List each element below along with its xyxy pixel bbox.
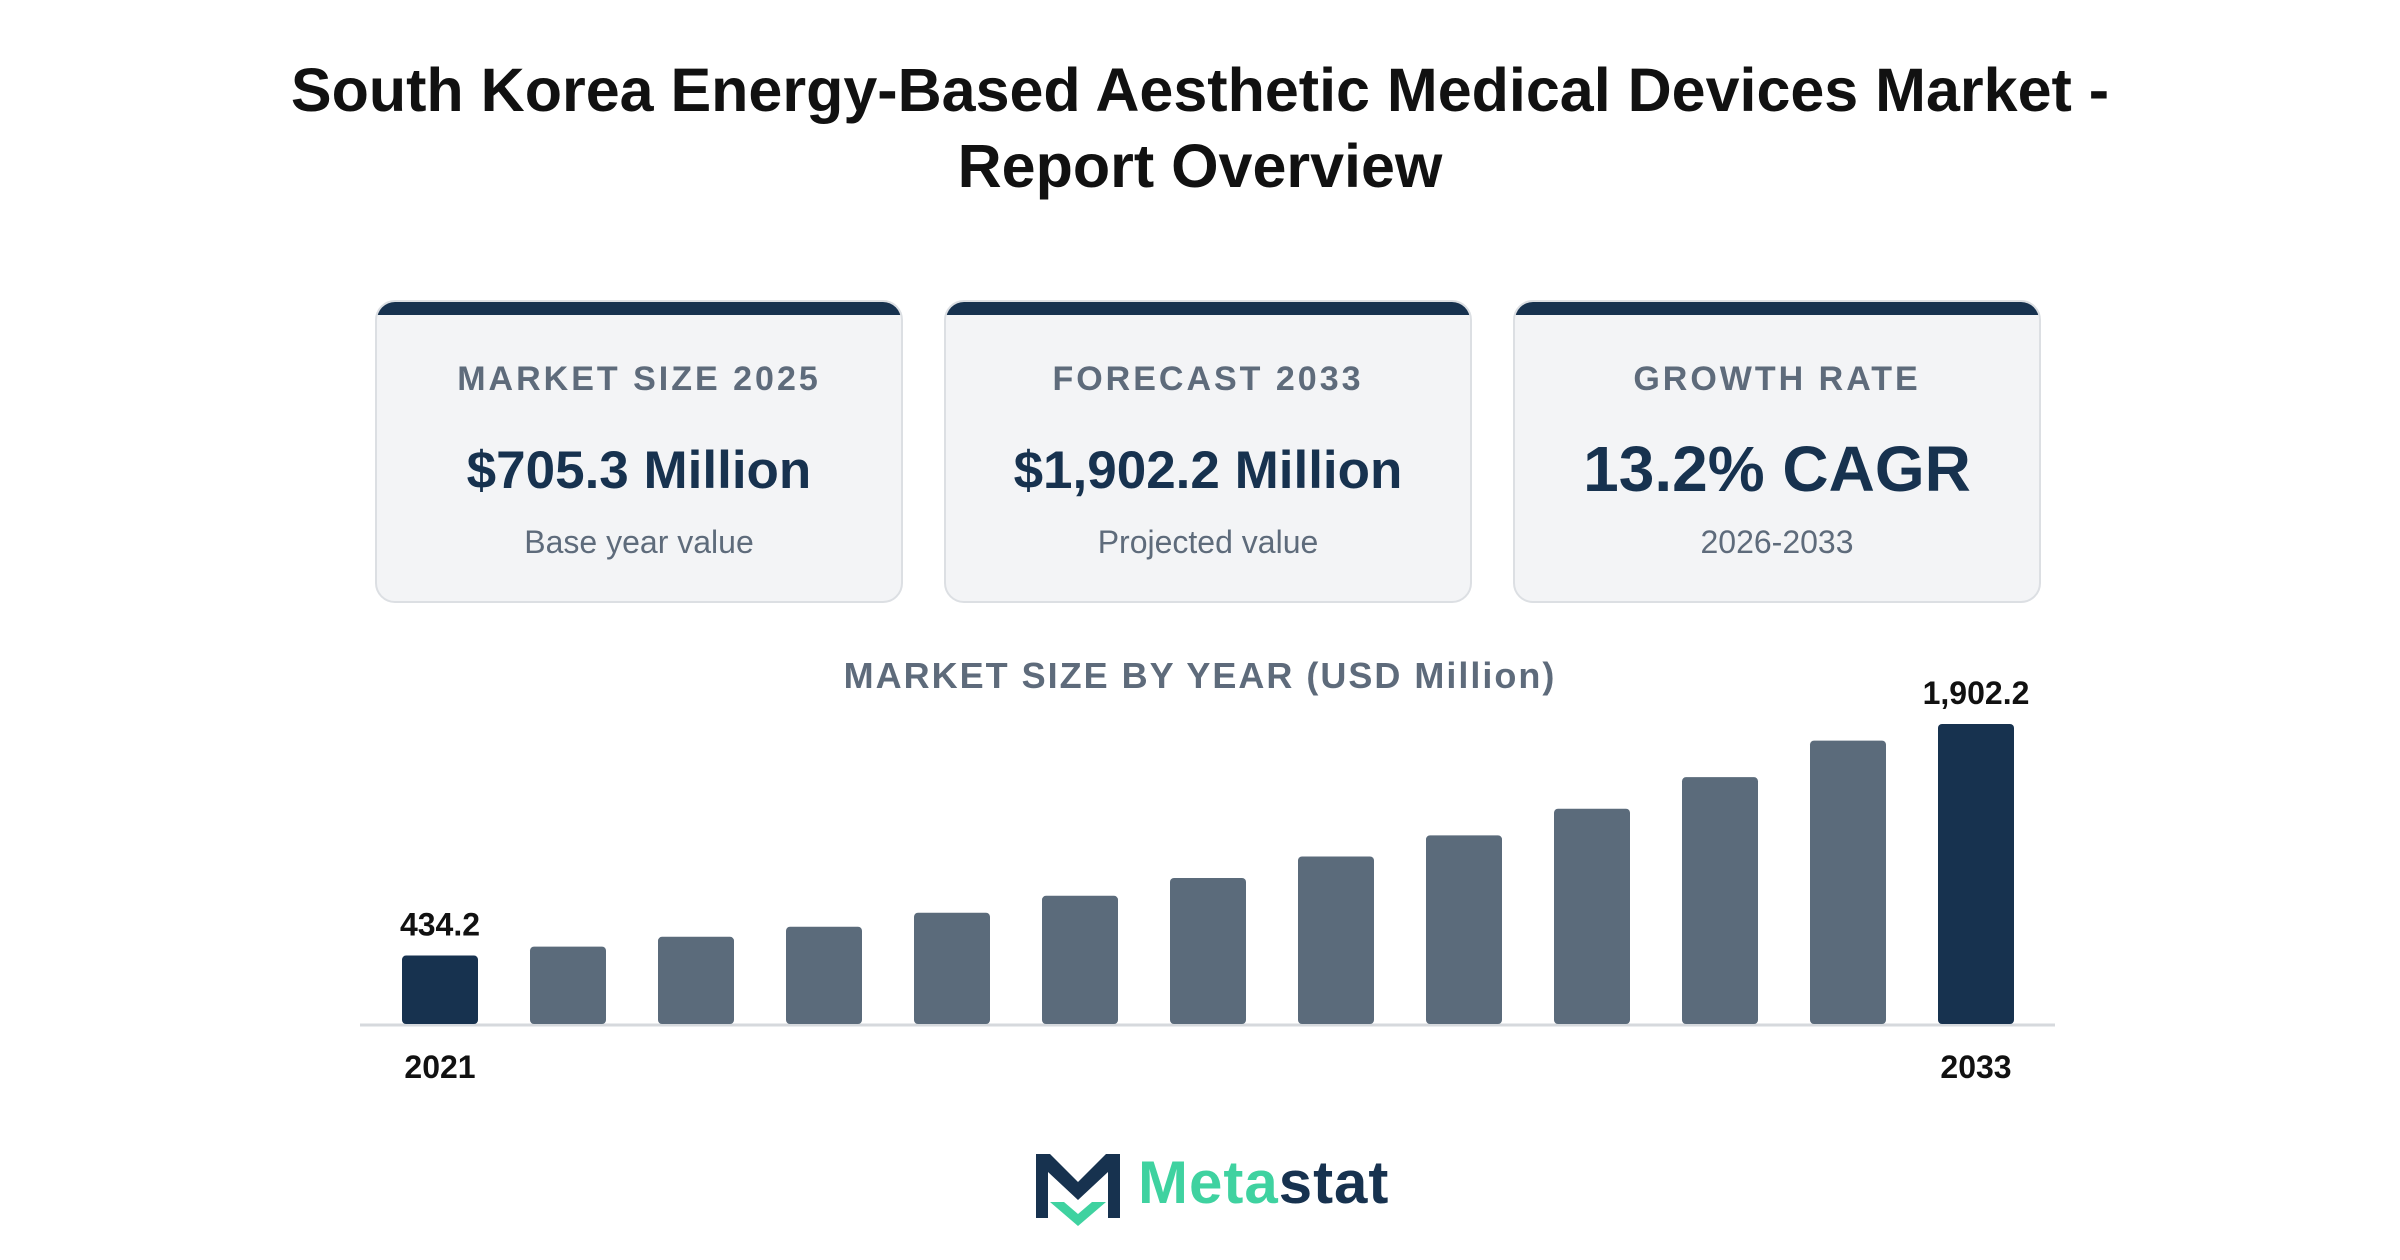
- card-label: MARKET SIZE 2025: [457, 360, 821, 398]
- bar-2033: [1938, 724, 2014, 1024]
- card-market-size: MARKET SIZE 2025 $705.3 Million Base yea…: [375, 300, 903, 603]
- title-line-2: Report Overview: [957, 132, 1443, 200]
- bar-2026: [1042, 895, 1118, 1024]
- value-label-2021: 434.2: [400, 907, 480, 943]
- logo-wordmark: Metastat: [1138, 1148, 1389, 1217]
- logo-word-stat: stat: [1278, 1149, 1390, 1216]
- logo-word-meta: Meta: [1138, 1149, 1279, 1216]
- card-value: 13.2% CAGR: [1583, 433, 1971, 505]
- card-label: GROWTH RATE: [1633, 360, 1921, 398]
- bar-2030: [1554, 808, 1630, 1024]
- card-accent-bar: [1515, 302, 2039, 315]
- bar-2023: [658, 936, 734, 1024]
- card-subtext: Base year value: [524, 524, 754, 560]
- bar-2022: [530, 946, 606, 1024]
- metastat-logo-icon: [1036, 1154, 1120, 1226]
- card-subtext: 2026-2033: [1700, 524, 1854, 560]
- stat-cards: MARKET SIZE 2025 $705.3 Million Base yea…: [375, 300, 2041, 605]
- value-label-2033: 1,902.2: [1923, 675, 2030, 711]
- bar-2031: [1682, 777, 1758, 1024]
- title-line-1: South Korea Energy-Based Aesthetic Medic…: [290, 56, 2110, 124]
- page-title: South Korea Energy-Based Aesthetic Medic…: [200, 52, 2200, 204]
- card-label: FORECAST 2033: [1052, 360, 1364, 398]
- bar-2027: [1170, 877, 1246, 1024]
- card-accent-bar: [377, 302, 901, 315]
- bar-2028: [1298, 856, 1374, 1024]
- card-growth-rate: GROWTH RATE 13.2% CAGR 2026-2033: [1513, 300, 2041, 603]
- chart-title: MARKET SIZE BY YEAR (USD Million): [843, 655, 1557, 696]
- bar-2032: [1810, 740, 1886, 1024]
- card-subtext: Projected value: [1097, 524, 1319, 560]
- card-value: $1,902.2 Million: [1013, 441, 1403, 500]
- card-accent-bar: [946, 302, 1470, 315]
- bar-2021: [402, 955, 478, 1024]
- card-value: $705.3 Million: [466, 441, 812, 500]
- x-tick-label-2033: 2033: [1940, 1049, 2011, 1085]
- bar-2025: [914, 912, 990, 1024]
- card-forecast: FORECAST 2033 $1,902.2 Million Projected…: [944, 300, 1472, 603]
- x-tick-label-2021: 2021: [404, 1049, 475, 1085]
- bar-2024: [786, 926, 862, 1024]
- bar-2029: [1426, 835, 1502, 1024]
- metastat-logo: Metastat: [1020, 1140, 1420, 1230]
